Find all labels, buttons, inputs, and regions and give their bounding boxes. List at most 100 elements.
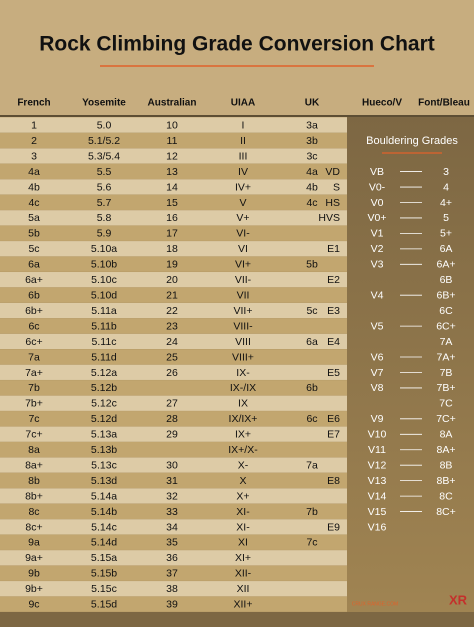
table-cell: 23 xyxy=(166,320,178,332)
bouldering-cell: 6C xyxy=(439,305,453,317)
table-cell: 39 xyxy=(166,599,178,611)
table-cell: 5.10a xyxy=(91,243,117,255)
table-cell: 6c+ xyxy=(25,336,42,348)
table-cell: 3b xyxy=(306,135,318,147)
table-cell: I xyxy=(242,120,245,132)
table-cell: VD xyxy=(325,166,340,178)
table-cell: 34 xyxy=(166,521,178,533)
table-row xyxy=(0,225,347,242)
bouldering-cell: 7A+ xyxy=(437,351,456,363)
bouldering-cell: 8C+ xyxy=(436,506,456,518)
table-cell: 4a xyxy=(28,166,40,178)
table-cell: XI- xyxy=(236,521,250,533)
table-cell: IX-/IX xyxy=(230,382,256,394)
bouldering-cell: VB xyxy=(370,166,384,178)
bouldering-cell: 5 xyxy=(443,212,449,224)
table-cell: 7a+ xyxy=(25,367,43,379)
table-cell: XI- xyxy=(236,506,250,518)
table-row xyxy=(0,442,347,458)
table-cell: 6c xyxy=(28,320,39,332)
table-cell: 5c xyxy=(306,305,317,317)
table-cell: 5a xyxy=(28,212,40,224)
table-cell: IV xyxy=(238,166,248,178)
bouldering-cell: 7B+ xyxy=(437,382,456,394)
table-row xyxy=(0,256,347,273)
bouldering-panel xyxy=(347,117,474,612)
table-cell: 28 xyxy=(166,413,178,425)
table-cell: 31 xyxy=(166,475,178,487)
table-cell: 3a xyxy=(306,120,318,132)
table-cell: IX+ xyxy=(235,429,251,441)
table-cell: 5b xyxy=(28,228,40,240)
table-cell: 22 xyxy=(166,305,178,317)
bouldering-cell: 8A xyxy=(440,429,453,441)
table-cell: V xyxy=(239,197,246,209)
table-cell: III xyxy=(239,150,248,162)
bouldering-cell: V15 xyxy=(368,506,387,518)
bouldering-cell: 8B xyxy=(440,459,453,471)
table-cell: 5.14d xyxy=(91,537,117,549)
table-cell: 37 xyxy=(166,568,178,580)
table-cell: X+ xyxy=(236,490,249,502)
bouldering-cell: V0 xyxy=(371,197,384,209)
table-cell: 5.6 xyxy=(97,181,112,193)
table-cell: 29 xyxy=(166,429,178,441)
table-cell: 4a xyxy=(306,166,318,178)
table-cell: 5.5 xyxy=(97,166,112,178)
table-cell: 5.11d xyxy=(91,351,117,363)
bouldering-cell: V7 xyxy=(371,367,384,379)
table-cell: 5.15c xyxy=(91,583,117,595)
table-cell: 9c xyxy=(28,599,39,611)
table-cell: E7 xyxy=(327,429,340,441)
table-cell: VII- xyxy=(235,274,252,286)
table-cell: 2 xyxy=(31,135,37,147)
bouldering-cell: V14 xyxy=(368,490,387,502)
table-cell: S xyxy=(333,181,340,193)
table-cell: 7c xyxy=(306,537,317,549)
column-header: French xyxy=(17,98,50,109)
table-cell: 16 xyxy=(166,212,178,224)
table-row xyxy=(0,426,347,443)
table-cell: 5.11c xyxy=(92,336,117,348)
table-cell: 7b xyxy=(28,382,40,394)
table-cell: E9 xyxy=(327,521,340,533)
bouldering-cell: V11 xyxy=(368,444,386,456)
table-cell: XI xyxy=(238,537,248,549)
table-cell: 5.12c xyxy=(91,398,117,410)
table-cell: VIII+ xyxy=(232,351,254,363)
table-cell: 11 xyxy=(167,135,178,147)
table-cell: 30 xyxy=(166,459,178,471)
bouldering-cell: 7B xyxy=(440,367,453,379)
table-cell: VI xyxy=(238,243,248,255)
bouldering-cell: 4 xyxy=(443,181,449,193)
title: Rock Climbing Grade Conversion Chart xyxy=(39,33,435,56)
table-cell: 5.12d xyxy=(91,413,117,425)
logo: XR xyxy=(449,592,468,607)
table-cell: 5.15d xyxy=(91,599,117,611)
table-row xyxy=(0,241,347,257)
bouldering-title: Bouldering Grades xyxy=(366,135,458,147)
table-row xyxy=(0,534,347,551)
table-cell: 5.11a xyxy=(91,305,117,317)
table-cell: 5.9 xyxy=(97,228,112,240)
table-cell: E4 xyxy=(327,336,340,348)
bouldering-cell: V6 xyxy=(371,351,384,363)
table-cell: 20 xyxy=(166,274,178,286)
table-cell: VIII xyxy=(235,336,251,348)
table-cell: 21 xyxy=(166,289,178,301)
table-row xyxy=(0,287,347,303)
table-cell: IX xyxy=(238,398,248,410)
table-row xyxy=(0,333,347,350)
table-cell: VII+ xyxy=(234,305,253,317)
table-cell: 7a xyxy=(28,351,40,363)
bouldering-cell: V3 xyxy=(371,259,384,271)
table-cell: VI+ xyxy=(235,259,251,271)
table-cell: 17 xyxy=(166,228,178,240)
table-cell: 9b+ xyxy=(25,583,43,595)
table-cell: E1 xyxy=(327,243,340,255)
table-cell: 5.14c xyxy=(91,521,117,533)
table-row xyxy=(0,364,347,381)
table-cell: 1 xyxy=(31,120,37,132)
table-cell: XII xyxy=(237,583,250,595)
table-cell: 4b xyxy=(306,181,318,193)
